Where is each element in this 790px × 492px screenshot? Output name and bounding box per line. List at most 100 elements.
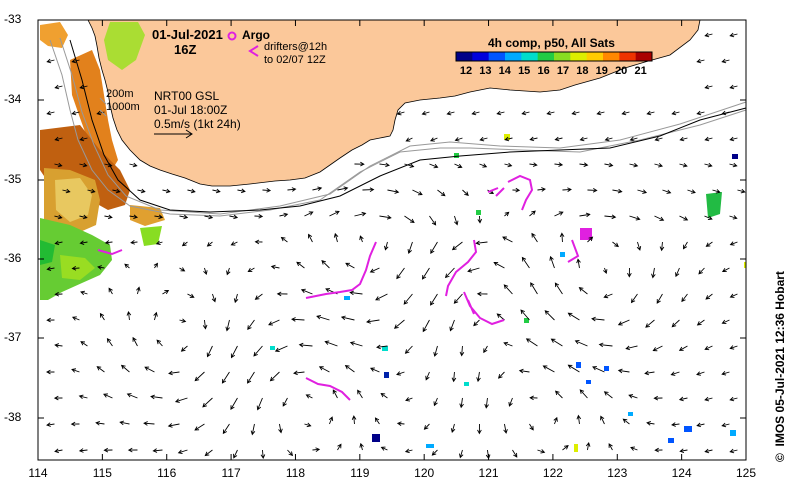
velocity-arrow <box>349 341 363 347</box>
lat-tick-label: -35 <box>4 172 22 186</box>
velocity-arrow <box>126 310 132 321</box>
colorbar-swatch <box>570 52 588 61</box>
velocity-arrow <box>508 397 513 407</box>
velocity-arrow <box>79 214 88 220</box>
velocity-arrow <box>79 240 88 245</box>
colorbar-tick-label: 12 <box>459 65 473 77</box>
velocity-arrow <box>380 392 388 399</box>
velocity-arrow <box>503 341 513 347</box>
velocity-arrow <box>152 448 163 453</box>
velocity-arrow <box>387 189 400 194</box>
velocity-arrow <box>282 397 288 407</box>
lon-tick-label: 124 <box>671 466 692 480</box>
velocity-arrow <box>328 416 334 425</box>
velocity-arrow <box>237 188 246 194</box>
velocity-arrow <box>654 136 663 142</box>
velocity-arrow <box>696 319 705 326</box>
velocity-arrow <box>451 241 463 251</box>
velocity-arrow <box>729 396 738 402</box>
velocity-arrow <box>421 267 430 280</box>
velocity-arrow <box>476 291 488 297</box>
velocity-arrow <box>344 364 355 373</box>
velocity-arrow <box>683 241 688 250</box>
velocity-arrow <box>451 371 457 383</box>
argo-float-marker <box>227 31 237 41</box>
velocity-arrow <box>156 339 163 347</box>
velocity-arrow <box>404 215 415 224</box>
velocity-arrow <box>654 163 664 168</box>
velocity-arrow <box>579 389 588 399</box>
velocity-arrow <box>567 312 580 321</box>
velocity-arrow <box>503 423 508 434</box>
velocity-arrow <box>630 293 638 304</box>
velocity-arrow <box>421 110 430 116</box>
velocity-arrow <box>430 293 438 306</box>
velocity-arrow <box>549 255 555 269</box>
velocity-arrow <box>704 396 713 402</box>
velocity-arrow <box>578 287 588 295</box>
velocity-arrow <box>300 288 313 295</box>
velocity-arrow <box>537 449 546 454</box>
velocity-arrow <box>97 265 105 270</box>
velocity-arrow <box>104 240 113 245</box>
velocity-arrow <box>458 449 464 459</box>
velocity-arrow <box>512 187 521 193</box>
velocity-arrow <box>256 397 263 411</box>
velocity-arrow <box>678 396 688 402</box>
velocity-arrow <box>670 371 680 376</box>
velocity-arrow <box>254 213 264 219</box>
velocity-arrow <box>379 162 390 168</box>
velocity-arrow <box>120 364 130 373</box>
velocity-arrow <box>679 162 688 168</box>
velocity-arrow <box>656 293 663 304</box>
velocity-arrow <box>187 293 195 298</box>
velocity-arrow <box>103 393 113 399</box>
velocity-arrow <box>612 188 623 194</box>
velocity-arrow <box>304 211 314 217</box>
velocity-arrow <box>262 188 272 193</box>
velocity-arrow <box>705 241 713 247</box>
velocity-arrow <box>729 241 738 246</box>
velocity-arrow <box>278 423 283 434</box>
velocity-arrow <box>270 264 280 270</box>
velocity-arrow <box>370 367 380 373</box>
model-label: NRT00 GSL <box>154 89 220 103</box>
velocity-arrow <box>653 395 663 401</box>
velocity-arrow <box>296 261 305 269</box>
velocity-arrow <box>62 188 71 194</box>
velocity-arrows <box>46 32 746 460</box>
velocity-arrow <box>79 84 88 90</box>
velocity-arrow <box>502 236 513 243</box>
velocity-arrow <box>78 394 88 400</box>
velocity-arrow <box>104 162 113 168</box>
velocity-arrow <box>520 309 530 321</box>
velocity-arrow <box>729 84 738 90</box>
velocity-arrow <box>603 267 608 274</box>
velocity-arrow <box>230 241 238 246</box>
velocity-arrow <box>446 110 455 116</box>
velocity-arrow <box>721 110 730 116</box>
velocity-arrow <box>70 421 80 427</box>
velocity-arrow <box>503 284 513 295</box>
velocity-arrow <box>80 290 88 296</box>
velocity-arrow <box>212 188 221 194</box>
velocity-arrow <box>629 136 638 142</box>
lon-tick-label: 122 <box>542 466 563 480</box>
velocity-arrow <box>329 210 340 217</box>
velocity-arrow <box>362 187 375 193</box>
velocity-arrow <box>450 423 456 433</box>
velocity-arrow <box>622 418 630 425</box>
velocity-arrow <box>431 449 438 456</box>
velocity-arrow <box>587 236 594 243</box>
lon-tick-label: 116 <box>157 466 177 480</box>
velocity-arrow <box>737 188 746 194</box>
colorbar-swatch <box>521 52 539 61</box>
velocity-arrow <box>312 447 321 452</box>
velocity-arrow <box>405 397 413 402</box>
colorbar-swatch <box>505 52 522 61</box>
velocity-arrow <box>287 187 297 192</box>
velocity-arrow <box>305 394 313 399</box>
velocity-arrow <box>233 293 239 304</box>
velocity-arrow <box>202 319 208 330</box>
